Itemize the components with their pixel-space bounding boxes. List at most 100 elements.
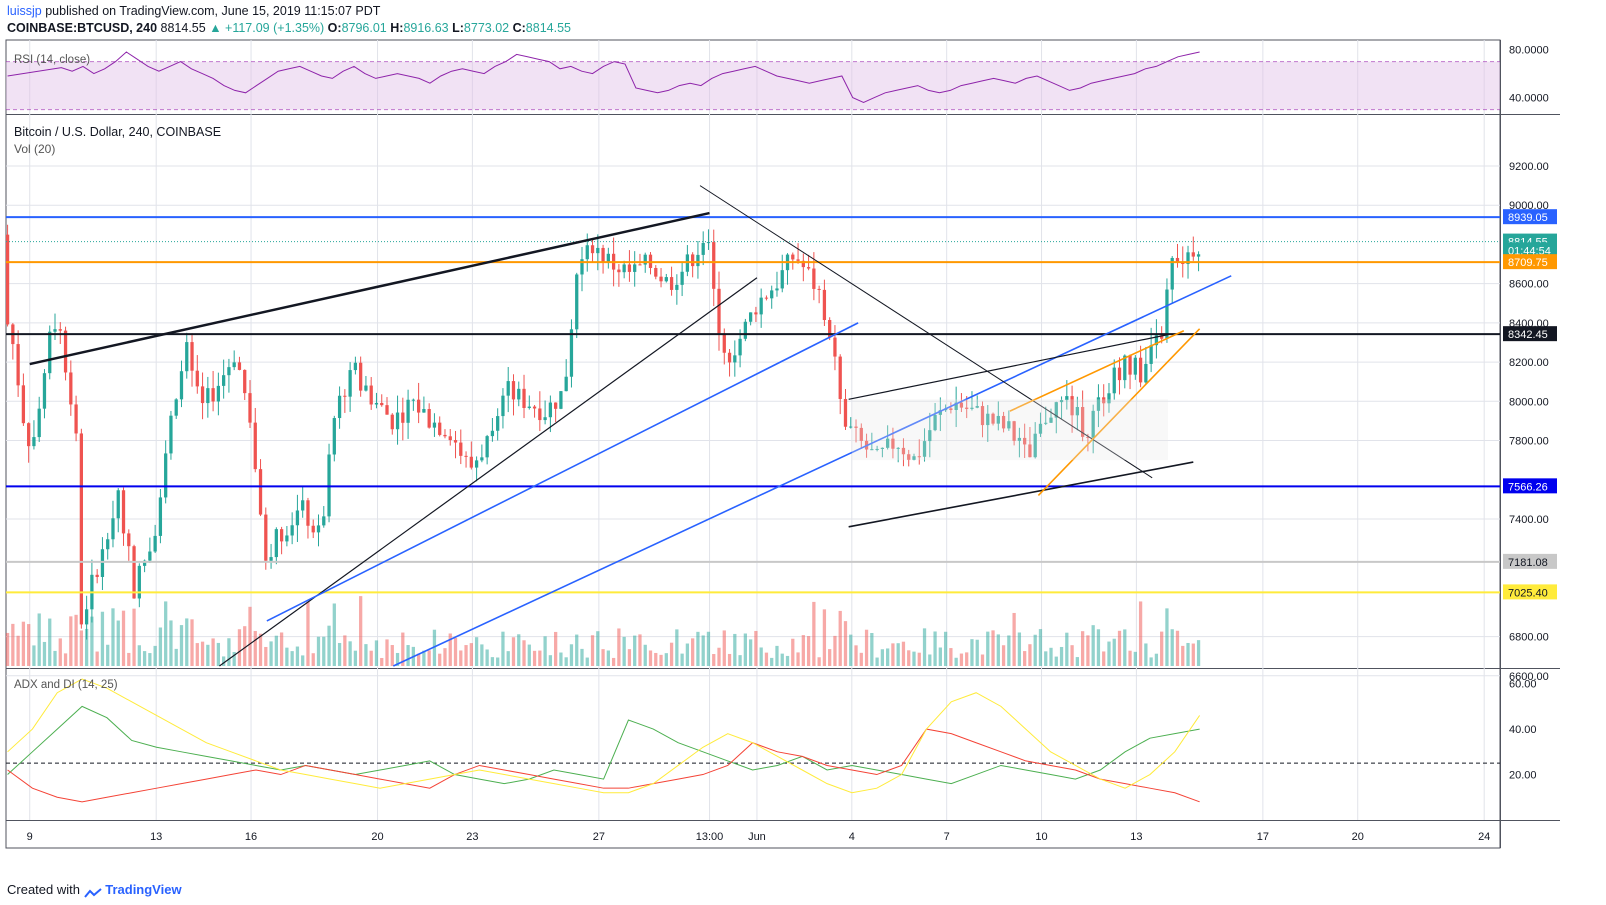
volume-bar: [812, 601, 816, 666]
candle-body: [643, 254, 647, 265]
price-tick-label: 8200.00: [1509, 357, 1549, 369]
volume-bar: [712, 654, 716, 666]
price-axis-label-bg: [1503, 478, 1557, 494]
volume-bar: [1128, 650, 1132, 666]
candle-body: [448, 436, 452, 441]
candle-body: [359, 362, 363, 391]
volume-bar: [453, 637, 458, 666]
volume-bar: [991, 630, 995, 666]
volume-bar: [269, 641, 273, 666]
tradingview-brand[interactable]: TradingView: [105, 882, 182, 897]
candle-body: [443, 434, 447, 437]
x-tick-label: 13: [150, 831, 162, 843]
candle-body: [84, 609, 89, 625]
volume-bar: [1149, 657, 1153, 666]
candle-body: [406, 399, 410, 423]
candle-body: [733, 355, 737, 363]
volume-bar: [501, 631, 505, 666]
volume-bar: [1181, 645, 1185, 666]
candle-body: [622, 264, 626, 273]
candle-body: [279, 529, 284, 542]
candle-body: [364, 385, 368, 391]
candle-body: [1023, 437, 1027, 445]
candle-body: [63, 330, 68, 373]
candle-body: [69, 372, 73, 405]
candle-body: [928, 430, 932, 442]
candle-body: [954, 402, 958, 410]
volume-bar: [801, 635, 805, 666]
volume-bar: [21, 621, 26, 666]
candle-body: [227, 367, 231, 376]
candle-body: [37, 408, 41, 438]
volume-bar: [253, 630, 257, 666]
volume-bar: [95, 651, 99, 666]
volume-bar: [980, 654, 985, 666]
candle-body: [548, 402, 553, 418]
volume-bar: [859, 652, 863, 666]
volume-bar: [132, 608, 136, 666]
volume-bar: [949, 648, 953, 666]
volume-bar: [575, 634, 579, 666]
volume-bar: [986, 631, 990, 666]
candle-body: [1012, 421, 1016, 441]
volume-bar: [111, 608, 115, 666]
candle-body: [575, 274, 579, 330]
volume-bar: [743, 633, 747, 666]
candle-body: [654, 268, 658, 277]
volume-bar: [564, 657, 568, 666]
candle-body: [464, 455, 468, 457]
volume-bar: [285, 647, 289, 666]
candle-body: [1191, 252, 1195, 257]
high-label: H:: [390, 21, 404, 35]
volume-bar: [116, 620, 120, 666]
x-tick-label: 9: [27, 831, 33, 843]
candle-body: [1059, 400, 1064, 403]
volume-bar: [74, 614, 78, 666]
volume-bar: [611, 657, 616, 666]
volume-bar: [5, 632, 10, 666]
candle-body: [1160, 335, 1164, 339]
candle-body: [854, 426, 858, 428]
volume-bar: [822, 609, 827, 666]
candle-body: [1070, 396, 1074, 416]
candle-body: [100, 549, 105, 577]
footer: Created with TradingView: [7, 882, 182, 898]
candle-body: [1133, 357, 1137, 375]
candle-body: [875, 448, 879, 450]
price-tick-label: 6800.00: [1509, 632, 1549, 644]
volume-bar: [506, 651, 510, 666]
candle-body: [1001, 415, 1006, 429]
volume-bar: [701, 635, 705, 666]
volume-bar: [121, 610, 126, 666]
volume-bar: [16, 635, 20, 666]
candle-body: [991, 413, 995, 424]
candle-body: [127, 533, 131, 547]
volume-bar: [891, 643, 895, 666]
volume-bar: [754, 630, 758, 666]
volume-bar: [733, 633, 737, 666]
author-name[interactable]: luissjp: [7, 4, 42, 18]
volume-bar: [764, 652, 769, 666]
candle-body: [532, 406, 537, 409]
candle-body: [269, 557, 273, 561]
candle-body: [627, 264, 632, 272]
candle-body: [669, 277, 674, 290]
volume-bar: [648, 650, 653, 666]
volume-bar: [843, 621, 848, 666]
candle-body: [675, 284, 679, 290]
candle-body: [564, 376, 568, 392]
volume-bar: [659, 654, 663, 666]
candle-body: [1112, 367, 1116, 394]
candle-body: [849, 426, 853, 428]
volume-bar: [1017, 632, 1022, 666]
candle-body: [459, 442, 463, 456]
volume-bar: [200, 641, 205, 666]
candle-body: [306, 500, 310, 526]
price-axis-label: 7025.40: [1508, 587, 1548, 599]
volume-bar: [527, 644, 531, 666]
candle-body: [712, 242, 716, 289]
candle-body: [58, 329, 62, 331]
publish-text: published on TradingView.com, June 15, 2…: [45, 4, 381, 18]
rsi-line: [7, 51, 1200, 103]
